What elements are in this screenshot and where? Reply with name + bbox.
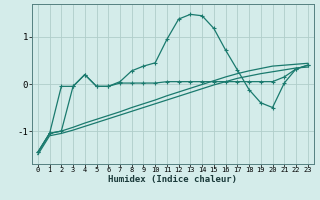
X-axis label: Humidex (Indice chaleur): Humidex (Indice chaleur): [108, 175, 237, 184]
